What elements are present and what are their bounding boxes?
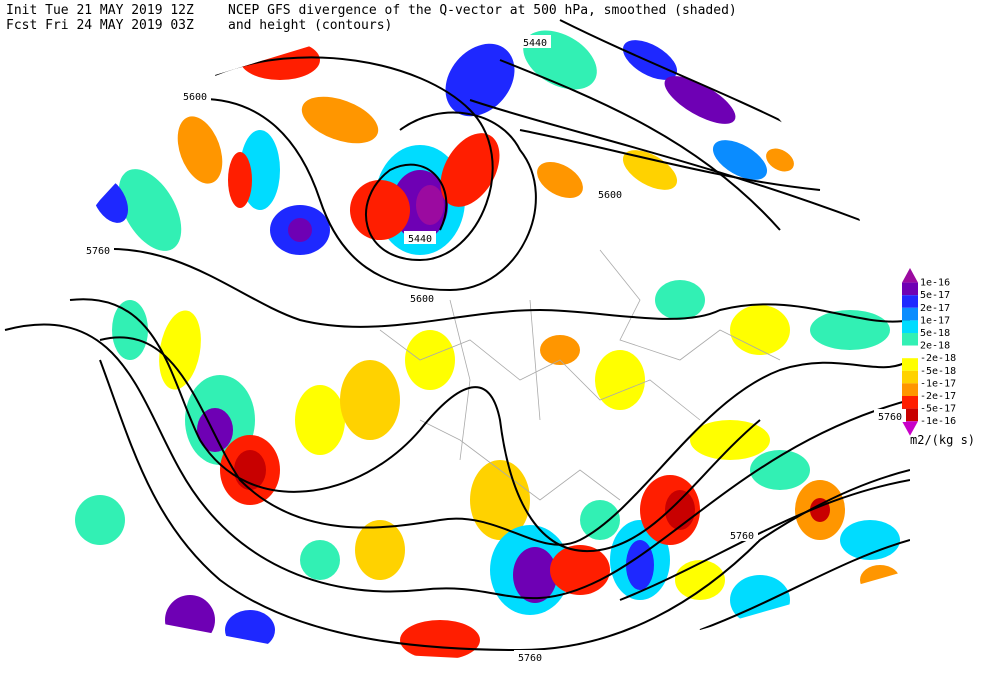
contour-label: 5440 <box>523 38 547 49</box>
shaded-cell <box>300 540 340 580</box>
shaded-cell <box>766 148 794 172</box>
contour-label: 5600 <box>410 294 434 305</box>
shaded-cell <box>580 500 620 540</box>
shaded-cell <box>177 116 223 184</box>
colorbar-label: -2e-17 <box>920 391 956 402</box>
colorbar-cell <box>902 307 918 321</box>
colorbar-label: -1e-17 <box>920 378 956 389</box>
shaded-cell <box>118 169 182 251</box>
shaded-cell <box>355 520 405 580</box>
shaded-cell <box>340 360 400 440</box>
colorbar-cell <box>902 370 918 384</box>
colorbar-cell <box>902 396 918 409</box>
shaded-cell <box>440 133 500 207</box>
shaded-cell <box>550 545 610 595</box>
shaded-cell <box>445 43 515 117</box>
colorbar-label: 1e-17 <box>920 315 950 326</box>
colorbar-label: 5e-17 <box>920 290 950 301</box>
contour-label: 5760 <box>86 246 110 257</box>
contour-label-bg <box>519 35 551 48</box>
shaded-cell <box>622 40 678 80</box>
contour-label: 5600 <box>183 92 207 103</box>
contour-label-bg <box>82 243 114 256</box>
contour-label-bg <box>874 409 906 422</box>
shaded-cell <box>730 305 790 355</box>
shaded-cell <box>301 96 379 144</box>
colorbar-cell <box>902 345 918 359</box>
shaded-cell <box>416 185 444 225</box>
colorbar-cell <box>902 333 918 346</box>
shaded-cell <box>675 560 725 600</box>
contour-label: 5760 <box>518 653 542 664</box>
shaded-cell <box>712 140 768 180</box>
contour-label: 5760 <box>730 531 754 542</box>
shaded-cell <box>840 520 900 560</box>
colorbar-cell <box>902 383 918 396</box>
colorbar-cell <box>902 320 918 333</box>
shaded-cell <box>159 310 201 390</box>
shaded-cell <box>405 330 455 390</box>
shaded-cell <box>626 540 654 590</box>
shaded-cell <box>537 161 583 199</box>
subtitle: and height (contours) <box>228 18 392 33</box>
shaded-cell <box>595 350 645 410</box>
shaded-cell <box>750 450 810 490</box>
shaded-cell <box>540 335 580 365</box>
colorbar-cell <box>902 295 918 308</box>
shaded-cell <box>622 150 678 190</box>
shaded-cell <box>288 218 312 242</box>
contour-label-bg <box>514 650 546 663</box>
colorbar-units: m2/(kg s) <box>910 433 975 447</box>
shaded-cell <box>513 547 557 603</box>
shaded-cell <box>655 280 705 320</box>
colorbar-label: -2e-18 <box>920 353 956 364</box>
title: NCEP GFS divergence of the Q-vector at 5… <box>228 3 737 18</box>
colorbar-cell <box>902 358 918 371</box>
shaded-field <box>75 30 900 660</box>
colorbar-label: -5e-17 <box>920 404 956 415</box>
shaded-cell <box>295 385 345 455</box>
colorbar-label: 5e-18 <box>920 328 950 339</box>
init-time: Init Tue 21 MAY 2019 12Z <box>6 3 194 18</box>
shaded-cell <box>664 76 736 124</box>
colorbar-label: 2e-18 <box>920 341 950 352</box>
shaded-cell <box>228 152 252 208</box>
contour-label-bg <box>404 231 436 244</box>
contour-label-bg <box>726 528 758 541</box>
contour-label: 5760 <box>878 412 902 423</box>
shaded-cell <box>400 620 480 660</box>
shaded-cell <box>350 180 410 240</box>
shaded-cell <box>470 460 530 540</box>
shaded-cell <box>112 300 148 360</box>
colorbar-cell <box>902 282 918 296</box>
contour-label-bg <box>594 187 626 200</box>
colorbar-label: 1e-16 <box>920 278 950 289</box>
height-contours <box>4 19 910 652</box>
borders <box>379 249 781 501</box>
forecast-time: Fcst Fri 24 MAY 2019 03Z <box>6 18 194 33</box>
shaded-cell <box>75 495 125 545</box>
contour-label-bg <box>179 89 211 102</box>
colorbar-arrow <box>902 421 918 436</box>
contour-label: 5440 <box>408 234 432 245</box>
colorbar-label: 2e-17 <box>920 303 950 314</box>
contour-label: 5600 <box>598 190 622 201</box>
colorbar-label: -5e-18 <box>920 366 956 377</box>
colorbar-label: -1e-16 <box>920 416 956 427</box>
contour-label-bg <box>406 291 438 304</box>
colorbar-arrow <box>902 268 918 283</box>
